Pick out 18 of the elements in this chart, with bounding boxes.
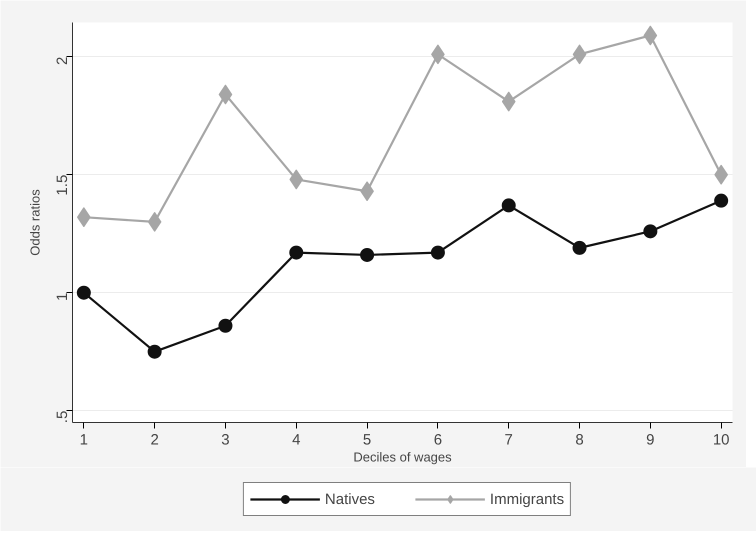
x-tick-label: 4 (292, 432, 300, 448)
x-tick-label: 2 (150, 432, 159, 448)
x-axis-title: Deciles of wages (353, 450, 452, 464)
y-tick-label: 1 (54, 292, 71, 302)
y-axis-title: Odds ratios (28, 188, 42, 256)
y-tick-label: 2 (54, 56, 71, 66)
legend-label: Natives (324, 490, 375, 508)
y-tick-label: 1.5 (54, 174, 71, 196)
x-tick-label: 6 (434, 432, 442, 448)
x-tick-label: 3 (221, 432, 230, 448)
x-tick-label: 5 (362, 432, 372, 448)
legend-label: Immigrants (490, 490, 564, 508)
x-tick-label: 9 (646, 432, 655, 448)
x-tick-label: 8 (575, 432, 584, 448)
x-tick-label: 10 (712, 432, 730, 448)
x-tick-label: 1 (80, 432, 88, 448)
x-tick-label: 7 (504, 432, 513, 448)
y-tick-label: .5 (54, 410, 71, 424)
